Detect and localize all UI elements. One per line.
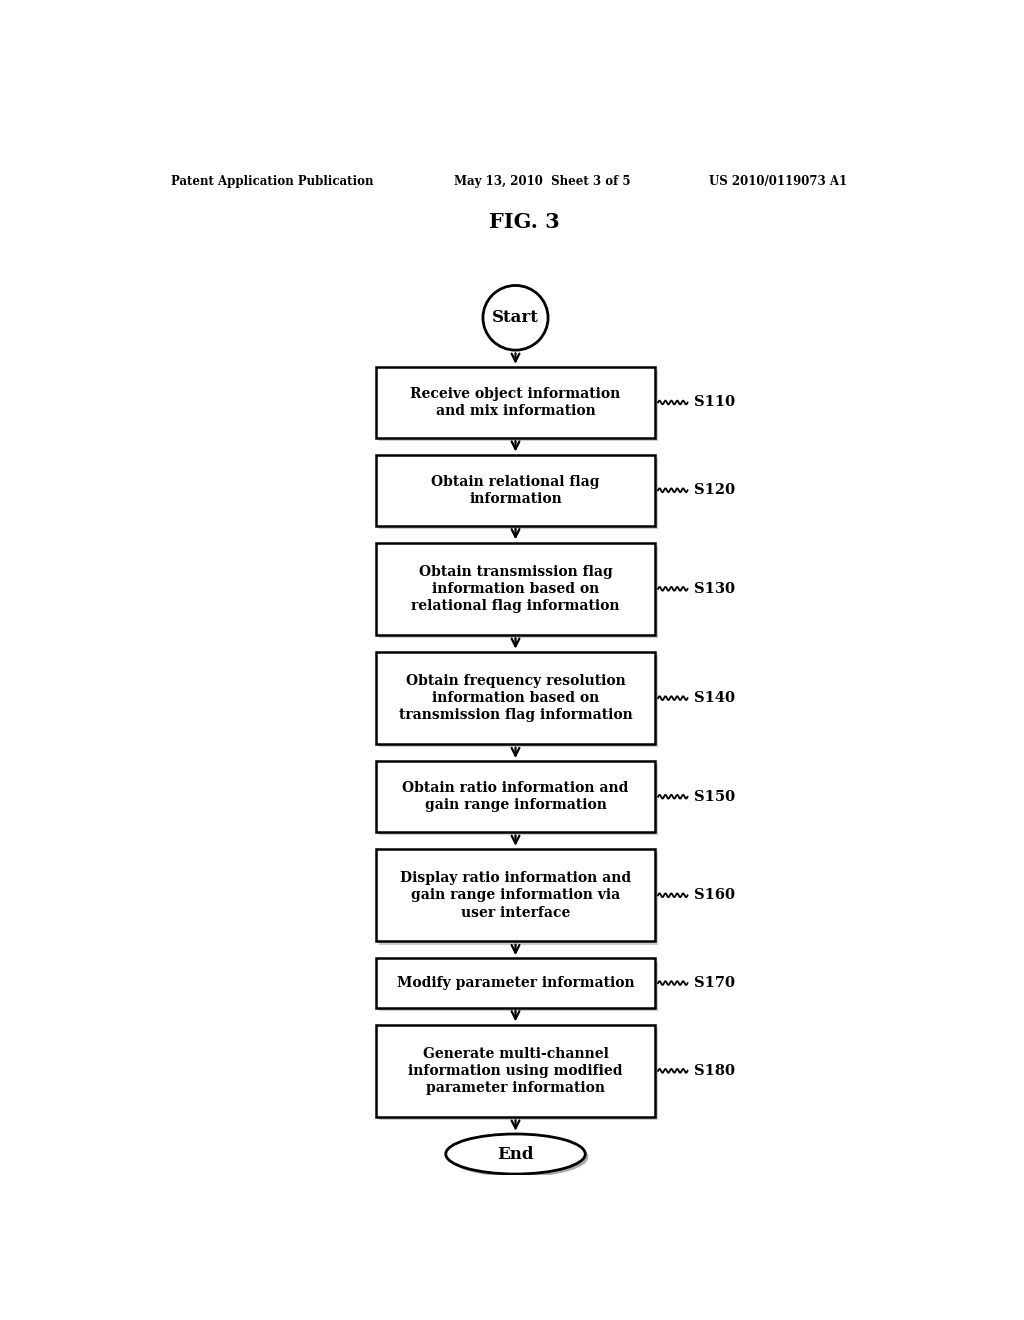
Bar [376, 1024, 655, 1117]
Bar [379, 764, 658, 836]
Text: S140: S140 [693, 692, 735, 705]
Text: S170: S170 [693, 975, 735, 990]
Bar [379, 458, 658, 529]
Ellipse shape [449, 1137, 589, 1177]
Text: Receive object information
and mix information: Receive object information and mix infor… [411, 387, 621, 418]
Bar [376, 543, 655, 635]
Text: S150: S150 [693, 789, 735, 804]
Text: S130: S130 [693, 582, 735, 595]
Bar [376, 367, 655, 438]
Text: Generate multi-channel
information using modified
parameter information: Generate multi-channel information using… [409, 1047, 623, 1096]
Text: S110: S110 [693, 396, 735, 409]
Text: FIG. 3: FIG. 3 [489, 211, 560, 231]
Bar [379, 961, 658, 1011]
Text: S160: S160 [693, 888, 735, 903]
Bar [376, 958, 655, 1007]
Text: Obtain frequency resolution
information based on
transmission flag information: Obtain frequency resolution information … [398, 675, 633, 722]
Bar [379, 370, 658, 441]
Circle shape [483, 285, 548, 350]
Bar [376, 652, 655, 744]
Text: May 13, 2010  Sheet 3 of 5: May 13, 2010 Sheet 3 of 5 [454, 176, 630, 187]
Bar [379, 853, 658, 945]
Text: S180: S180 [693, 1064, 735, 1078]
Text: Modify parameter information: Modify parameter information [396, 975, 634, 990]
Bar [376, 455, 655, 525]
Bar [379, 655, 658, 747]
Text: US 2010/0119073 A1: US 2010/0119073 A1 [710, 176, 848, 187]
Bar [379, 545, 658, 638]
Bar [376, 762, 655, 832]
Text: Obtain transmission flag
information based on
relational flag information: Obtain transmission flag information bas… [412, 565, 620, 612]
Text: Patent Application Publication: Patent Application Publication [171, 176, 373, 187]
Text: S120: S120 [693, 483, 735, 498]
Text: Start: Start [493, 309, 539, 326]
Bar [379, 1028, 658, 1121]
Text: Obtain ratio information and
gain range information: Obtain ratio information and gain range … [402, 781, 629, 812]
Ellipse shape [445, 1134, 586, 1173]
Text: Display ratio information and
gain range information via
user interface: Display ratio information and gain range… [400, 871, 631, 920]
Text: Obtain relational flag
information: Obtain relational flag information [431, 475, 600, 506]
Bar [376, 849, 655, 941]
Text: End: End [498, 1146, 534, 1163]
